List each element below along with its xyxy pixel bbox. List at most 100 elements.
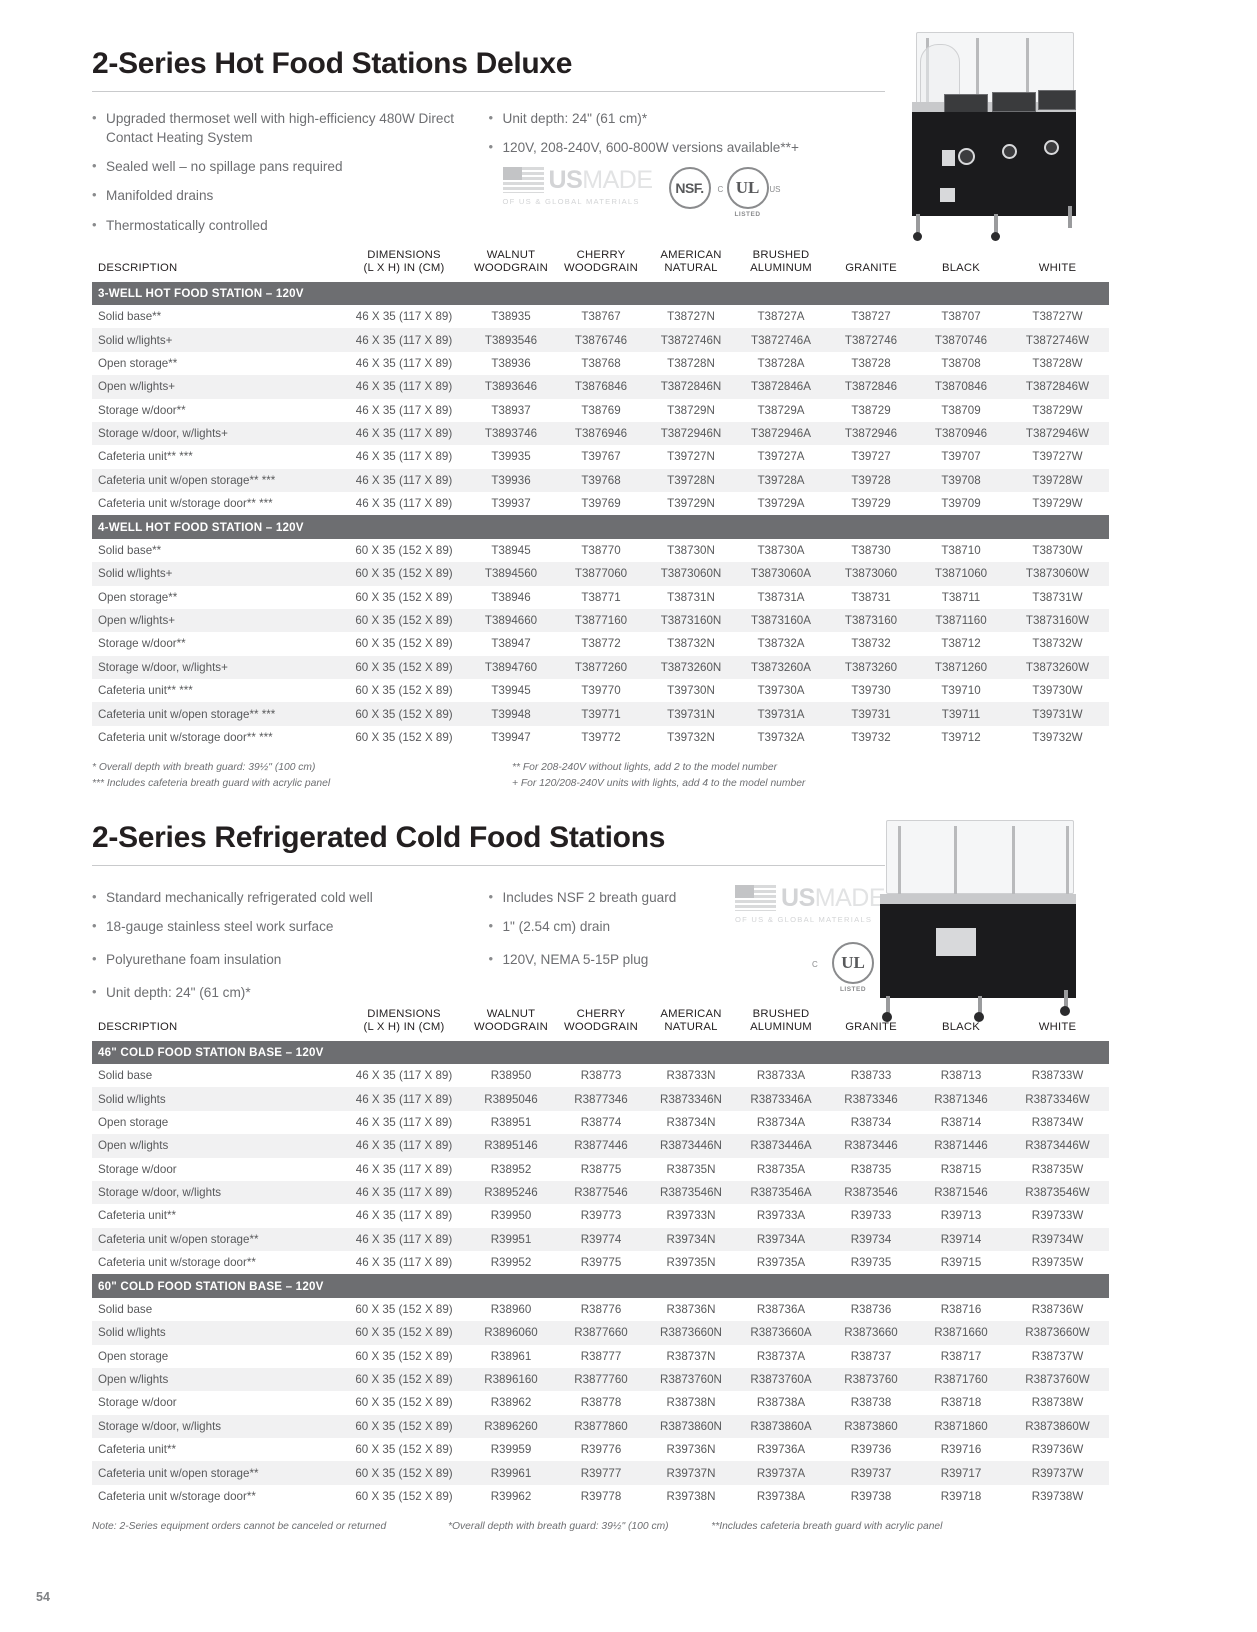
cell-model-number: T3872946 <box>826 421 916 446</box>
column-header-black: BLACK <box>941 1021 981 1034</box>
cell-dimensions: 46 X 35 (117 X 89) <box>342 421 466 446</box>
cell-model-number: R38715 <box>940 1162 982 1176</box>
cell-model-number: T38947 <box>491 637 531 651</box>
cell-model-number: T38728N <box>667 356 715 370</box>
cell-model-number: R3873546W <box>1006 1180 1109 1205</box>
cell-description: Open w/lights+ <box>92 608 342 633</box>
cell-model-number: R3871760 <box>916 1367 1006 1392</box>
ul-c-mark: C <box>812 960 818 969</box>
list-item: • Unit depth: 24" (61 cm)* <box>489 109 886 128</box>
cell-model-number: R38773 <box>580 1069 622 1083</box>
cell-model-number: R39962 <box>490 1489 532 1503</box>
cell-description: Open w/lights <box>92 1367 342 1392</box>
cell-dimensions: 60 X 35 (152 X 89) <box>342 1321 466 1345</box>
column-header-american-natural: AMERICAN NATURAL <box>660 249 722 275</box>
cell-model-number: T39732N <box>667 730 715 744</box>
table-row: Solid w/lights+ 46 X 35 (117 X 89) T389354… <box>92 328 1109 352</box>
cell-model-number: R39961 <box>466 1461 556 1485</box>
cell-model-number: T38772 <box>581 637 621 651</box>
footnote-text: Note: 2-Series equipment orders cannot b… <box>92 1521 387 1533</box>
bullet-text: 120V, NEMA 5-15P plug <box>502 952 649 968</box>
cell-description: Cafeteria unit** *** <box>98 450 193 464</box>
cell-model-number: T3873260A <box>736 655 826 680</box>
bullet-text: Thermostatically controlled <box>106 217 268 233</box>
cell-model-number: T3873160N <box>646 608 736 633</box>
cell-model-number: T38727A <box>757 310 805 324</box>
table-group-label: 46" COLD FOOD STATION BASE – 120V <box>92 1040 1109 1065</box>
cell-model-number: R39733W <box>1031 1209 1084 1223</box>
cell-model-number: R39738N <box>666 1489 716 1503</box>
cell-model-number: R3877546 <box>556 1180 646 1205</box>
section-title-cold-food: 2-Series Refrigerated Cold Food Stations <box>92 821 666 854</box>
cell-model-number: R39777 <box>556 1461 646 1485</box>
cell-model-number: R38778 <box>580 1396 622 1410</box>
ul-listed-label: LISTED <box>839 986 867 993</box>
cell-model-number: T39728 <box>826 468 916 493</box>
cell-model-number: T38711 <box>941 590 981 604</box>
cell-dimensions: 60 X 35 (152 X 89) <box>355 637 453 651</box>
table-row: Open w/lights 46 X 35 (117 X 89) R3895146 R… <box>92 1134 1109 1158</box>
cell-model-number: T38710 <box>941 543 981 557</box>
column-header-brushed-aluminum: BRUSHED ALUMINUM <box>750 1008 812 1034</box>
hot-food-table-body: 3-WELL HOT FOOD STATION – 120V Solid base… <box>92 281 1109 750</box>
feature-bullets-hot: • Upgraded thermoset well with high-effi… <box>92 109 885 245</box>
cell-model-number: T38708 <box>941 356 981 370</box>
cell-model-number: R3871446 <box>916 1134 1006 1158</box>
usmade-us-text: US <box>548 165 583 194</box>
cell-model-number: R3877446 <box>556 1134 646 1158</box>
column-header-white: WHITE <box>1038 1021 1077 1034</box>
cell-model-number: T38729N <box>667 403 715 417</box>
bullet-dot-icon: • <box>92 951 97 967</box>
cell-model-number: R39737W <box>1006 1461 1109 1485</box>
table-row: Storage w/door, w/lights+ 46 X 35 (117 X … <box>92 421 1109 446</box>
footnote-column-left: * Overall depth with breath guard: 39½" … <box>92 760 512 792</box>
table-row: Open storage** 46 X 35 (117 X 89) T38936 T3… <box>92 352 1109 375</box>
column-header-brushed-aluminum: BRUSHED ALUMINUM <box>750 249 812 275</box>
cell-model-number: R3873860 <box>826 1414 916 1439</box>
cell-model-number: R39737 <box>826 1461 916 1485</box>
cell-model-number: R3877860 <box>556 1414 646 1439</box>
cell-model-number: T3877260 <box>556 655 646 680</box>
cell-model-number: R39773 <box>580 1209 622 1223</box>
footnote-text: * Overall depth with breath guard: 39½" … <box>92 762 316 774</box>
cell-model-number: R3877346 <box>556 1087 646 1111</box>
title-divider <box>92 864 885 866</box>
cell-description: Solid w/lights <box>92 1087 342 1111</box>
cell-model-number: R39735N <box>666 1256 716 1270</box>
cell-model-number: R3871346 <box>916 1087 1006 1111</box>
cell-model-number: R39736W <box>1031 1443 1084 1457</box>
bullet-dot-icon: • <box>92 158 97 174</box>
cell-dimensions: 46 X 35 (117 X 89) <box>342 1087 466 1111</box>
cell-description: Solid base** <box>98 543 162 557</box>
cell-model-number: T39711 <box>916 702 1006 726</box>
cell-model-number: R38714 <box>940 1115 982 1129</box>
cell-model-number: R39736N <box>666 1443 716 1457</box>
cell-model-number: R3873546A <box>736 1180 826 1205</box>
cell-model-number: R38961 <box>490 1349 532 1363</box>
cell-model-number: R39715 <box>940 1256 982 1270</box>
cell-model-number: T39935 <box>491 450 531 464</box>
cell-model-number: R38774 <box>580 1115 622 1129</box>
cell-model-number: T39712 <box>941 730 981 744</box>
cell-model-number: T38730N <box>667 543 715 557</box>
cell-model-number: T39947 <box>491 730 531 744</box>
cell-model-number: R39950 <box>490 1209 532 1223</box>
cell-description: Storage w/door** <box>98 637 186 651</box>
cell-model-number: R38717 <box>940 1349 982 1363</box>
list-item: • Manifolded drains <box>92 186 489 205</box>
table-row: Open w/lights+ 60 X 35 (152 X 89) T3894660… <box>92 608 1109 633</box>
cell-model-number: T3871260 <box>916 655 1006 680</box>
cell-model-number: T3893646 <box>466 375 556 399</box>
footnote-column-right: ** For 208-240V without lights, add 2 to… <box>512 760 1032 792</box>
cell-model-number: R3873760N <box>646 1367 736 1392</box>
cell-model-number: T3872946N <box>646 421 736 446</box>
ul-icon: UL <box>726 167 769 210</box>
table-row: Storage w/door, w/lights 46 X 35 (117 X 8… <box>92 1180 1109 1205</box>
cell-model-number: T3873260 <box>826 655 916 680</box>
bullet-dot-icon: • <box>488 951 494 967</box>
cell-model-number: T39936 <box>466 468 556 493</box>
cell-model-number: R38736A <box>756 1302 806 1316</box>
cell-model-number: R39733A <box>756 1209 806 1223</box>
list-item: • Sealed well – no spillage pans require… <box>92 157 489 176</box>
